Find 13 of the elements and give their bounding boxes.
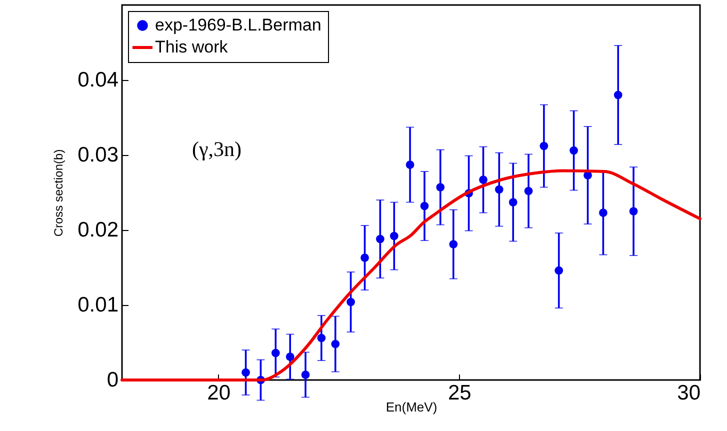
y-axis-title: Cross section(b) [52, 149, 66, 237]
y-tick-label: 0 [106, 368, 118, 392]
legend-label: This work [155, 38, 228, 56]
legend-label: exp-1969-B.L.Berman [155, 16, 322, 34]
x-tick-label: 20 [207, 382, 231, 404]
x-tick-label: 25 [448, 382, 472, 404]
annotation: (γ,3n) [192, 137, 242, 161]
y-tick-label: 0.04 [78, 68, 119, 92]
y-tick-label: 0.02 [78, 218, 118, 242]
y-tick-label: 0.03 [78, 144, 118, 166]
y-tick-label: 0.01 [78, 294, 118, 316]
x-tick-label: 30 [677, 382, 700, 404]
x-axis-title: En(MeV) [386, 400, 438, 414]
